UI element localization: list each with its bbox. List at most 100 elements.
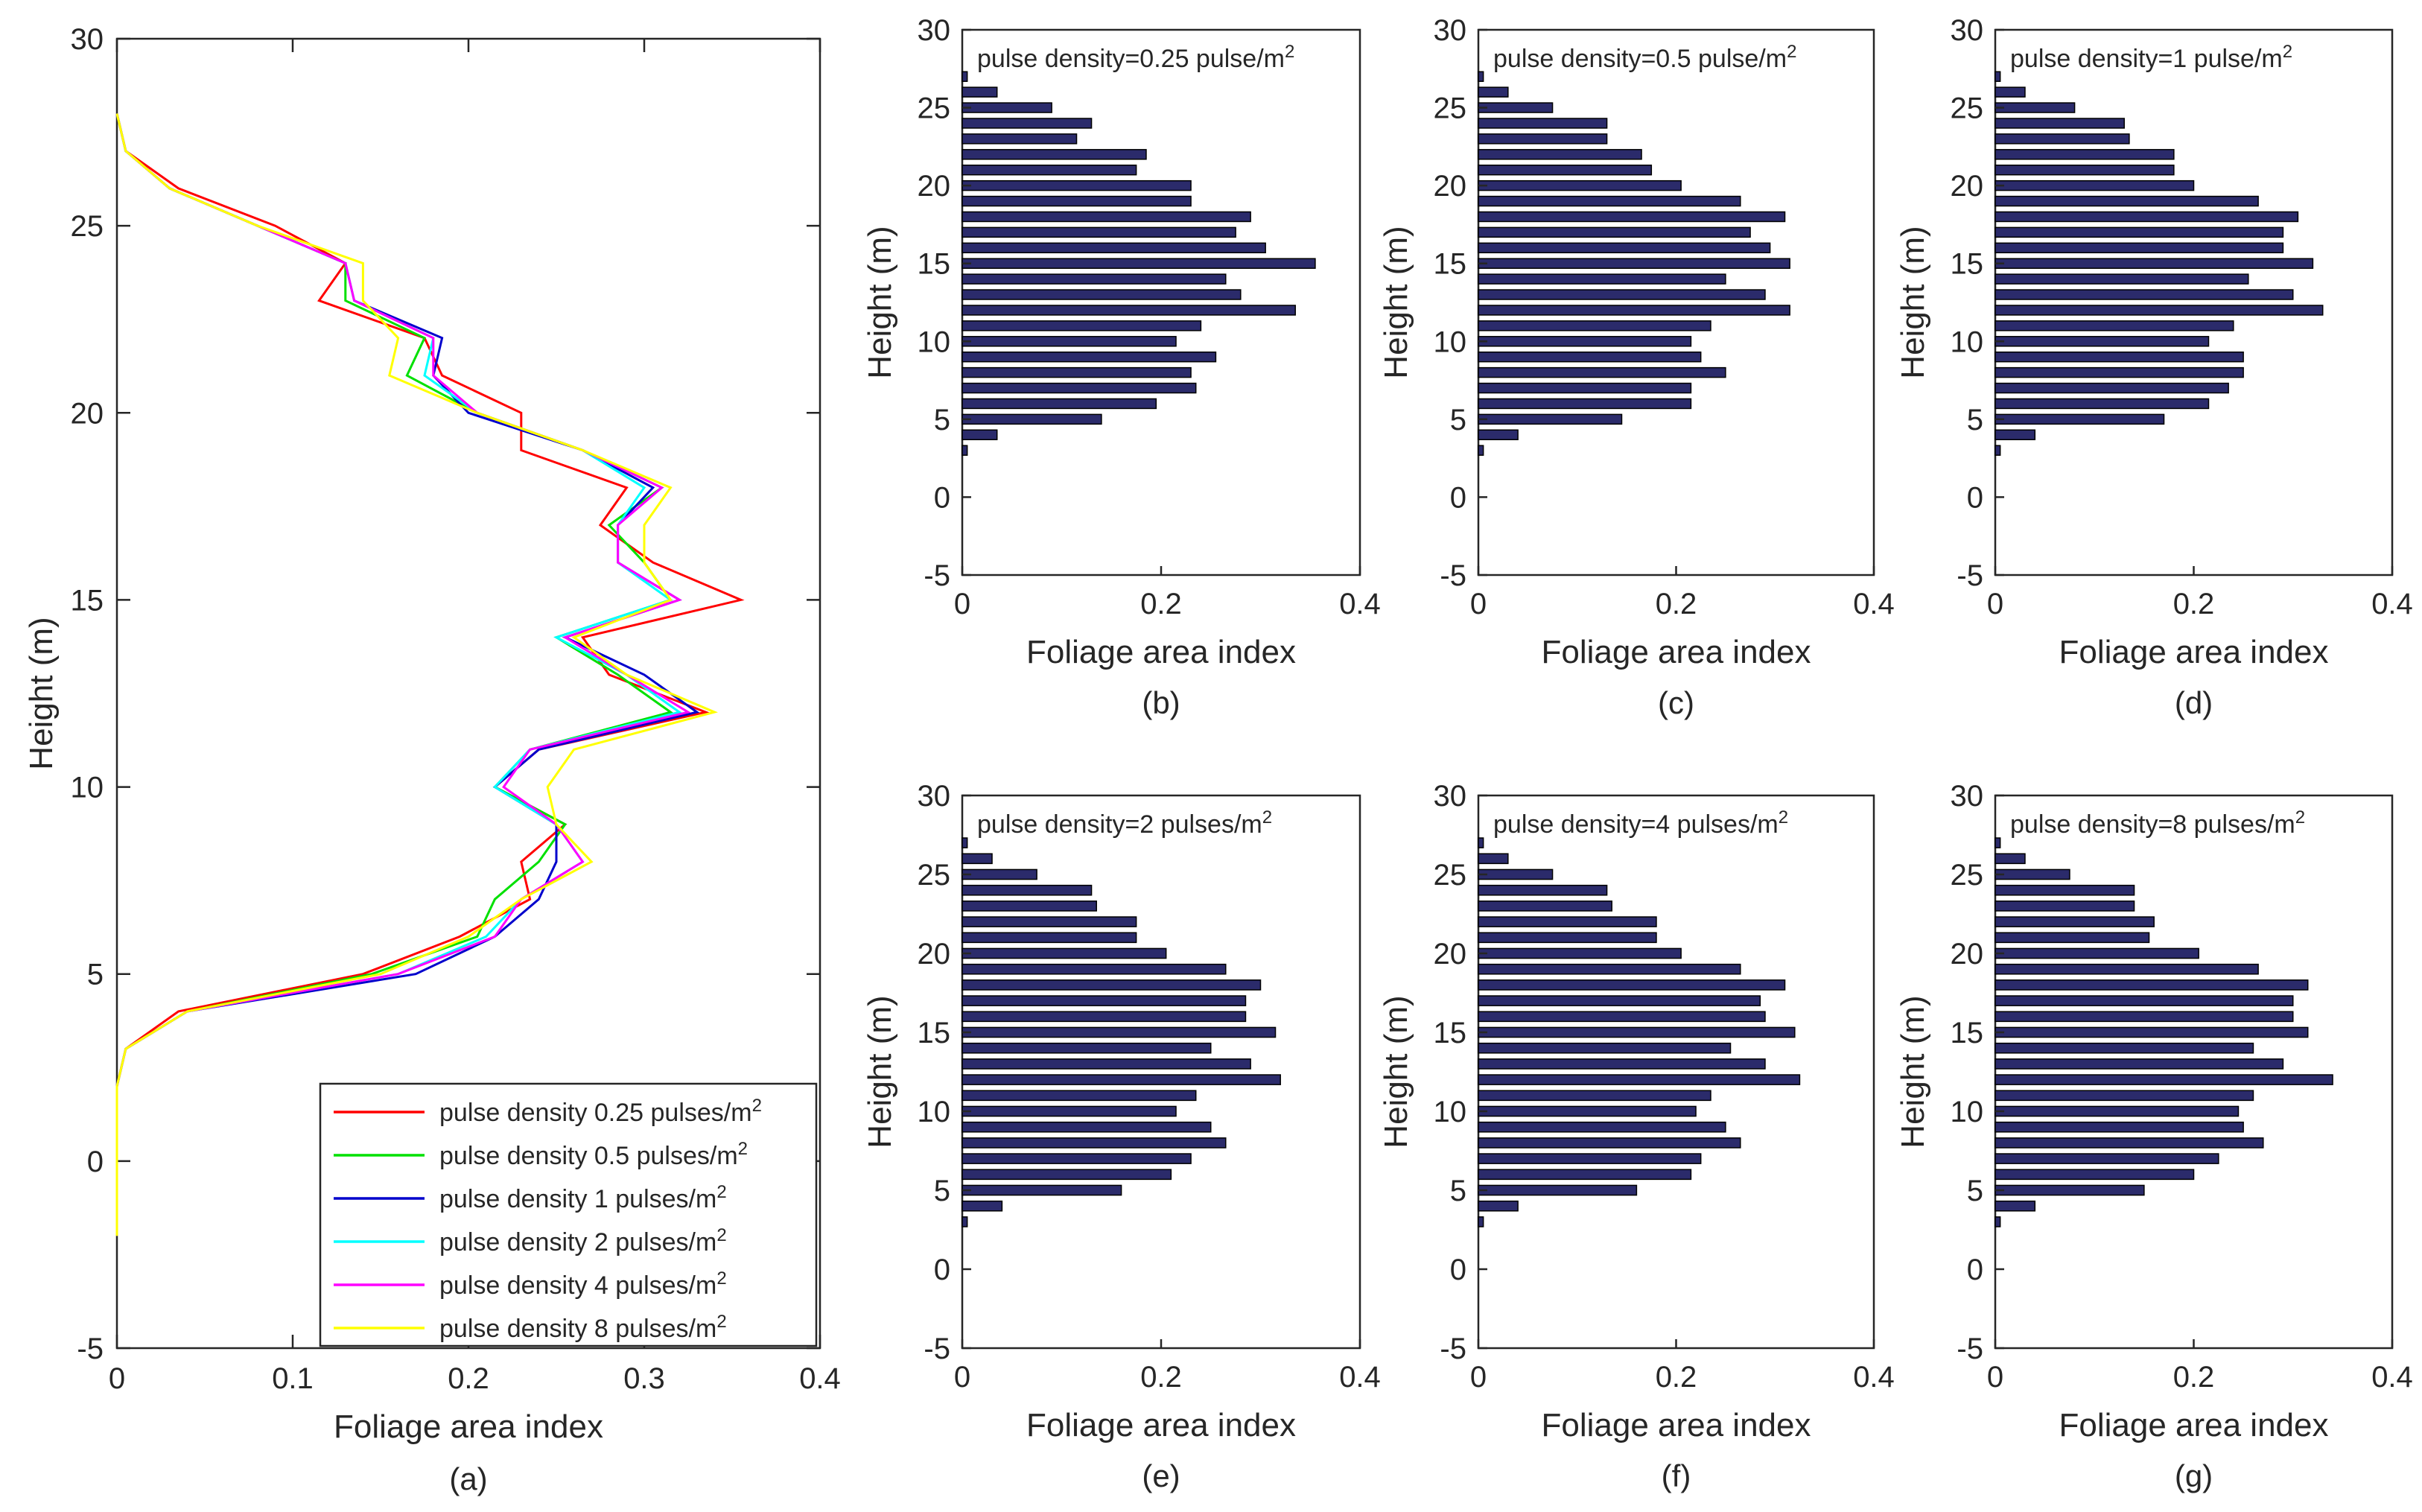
bar (1478, 164, 1653, 176)
y-tick-label: 15 (71, 584, 104, 617)
bar (1995, 413, 2165, 425)
bar (1995, 947, 2199, 959)
y-axis-label: Height (m) (1378, 226, 1414, 378)
bar (1995, 1090, 2254, 1102)
bar (962, 102, 1052, 113)
bar (1478, 884, 1608, 896)
x-tick-label: 0 (1987, 1361, 2003, 1394)
panel-label: (e) (1142, 1458, 1180, 1493)
bar (962, 211, 1251, 223)
bar (1995, 1121, 2244, 1133)
bar (1478, 1153, 1702, 1164)
y-tick-label: 10 (1951, 1096, 1984, 1128)
bar (1995, 242, 2284, 254)
y-tick-label: 15 (1951, 248, 1984, 281)
bar (1478, 195, 1741, 207)
bar (962, 86, 998, 98)
y-axis-label: Height (m) (1378, 995, 1414, 1148)
y-axis-label: Height (m) (862, 226, 898, 378)
bar (1995, 133, 2130, 144)
y-tick-label: 30 (1951, 14, 1984, 47)
bar (1478, 916, 1657, 927)
bar (1995, 180, 2195, 191)
y-tick-label: 10 (918, 1096, 951, 1128)
bar (1995, 979, 2309, 991)
bar (962, 947, 1167, 959)
bar (1478, 336, 1692, 347)
x-axis-label: Foliage area index (1026, 634, 1296, 670)
bar (1995, 1042, 2254, 1054)
x-tick-label: 0.2 (448, 1362, 489, 1395)
legend: pulse density 0.25 pulses/m2 pulse densit… (319, 1082, 818, 1347)
bar (1478, 258, 1790, 269)
y-tick-label: 5 (1967, 1175, 1983, 1207)
panel-title: pulse density=2 pulses/m2 (977, 807, 1272, 839)
bar (1478, 947, 1682, 959)
bar (962, 900, 1097, 912)
x-tick-label: 0.4 (1339, 588, 1381, 620)
bar (1478, 995, 1761, 1006)
bar (1478, 1042, 1732, 1054)
legend-entry-0: pulse density 0.25 pulses/m2 (439, 1096, 762, 1127)
panel-label: (b) (1142, 685, 1180, 720)
y-tick-label: 5 (934, 404, 950, 436)
x-tick-label: 0.2 (2173, 588, 2215, 620)
bar (1995, 71, 2001, 82)
bar (962, 1121, 1212, 1133)
y-tick-label: 15 (918, 248, 951, 281)
x-tick-label: 0.4 (1853, 1361, 1895, 1394)
y-tick-label: 5 (934, 1175, 950, 1207)
y-tick-label: 25 (1951, 92, 1984, 125)
bar (1995, 429, 2036, 441)
y-tick-label: -5 (1440, 1332, 1466, 1365)
bar (962, 445, 968, 456)
bar (1478, 429, 1519, 441)
y-tick-label: -5 (1957, 559, 1983, 592)
x-tick-label: 0.4 (799, 1362, 841, 1395)
y-tick-label: 25 (71, 210, 104, 243)
bar (1995, 86, 2026, 98)
bar (1995, 884, 2135, 896)
bar (1995, 1184, 2145, 1196)
y-tick-label: 15 (1951, 1017, 1984, 1049)
legend-entry-3: pulse density 2 pulses/m2 (439, 1225, 727, 1257)
bar (1478, 180, 1682, 191)
y-tick-label: 5 (1967, 404, 1983, 436)
bar (1995, 118, 2125, 129)
bar (1995, 1011, 2294, 1023)
y-tick-label: -5 (77, 1332, 104, 1365)
panel-title: pulse density=4 pulses/m2 (1493, 807, 1788, 839)
y-tick-label: 30 (1951, 780, 1984, 813)
y-tick-label: 30 (918, 14, 951, 47)
bar (1478, 211, 1786, 223)
bar (1995, 226, 2284, 238)
bar (1995, 868, 2070, 880)
y-tick-label: 0 (1967, 481, 1983, 514)
bar (1995, 149, 2175, 160)
bar (1478, 133, 1608, 144)
x-tick-label: 0.2 (1656, 1361, 1697, 1394)
bar (962, 1011, 1247, 1023)
y-axis-label: Height (m) (23, 617, 60, 769)
bar (1995, 900, 2135, 912)
bar (1478, 102, 1554, 113)
y-axis-label: Height (m) (1895, 995, 1931, 1148)
y-tick-label: -5 (924, 559, 950, 592)
bar (1995, 273, 2249, 285)
bar (1995, 995, 2294, 1006)
x-tick-label: 0 (954, 1361, 970, 1394)
y-tick-label: 20 (1951, 938, 1984, 971)
bar (962, 884, 1093, 896)
x-tick-label: 0.2 (2173, 1361, 2215, 1394)
bar (1995, 1074, 2333, 1085)
panel-label: (a) (449, 1461, 487, 1496)
bar (1478, 149, 1642, 160)
x-tick-label: 0.2 (1140, 588, 1182, 620)
bar (1995, 1137, 2264, 1149)
y-tick-label: 30 (1434, 780, 1467, 813)
bar (962, 1026, 1277, 1038)
bar (1995, 932, 2150, 944)
